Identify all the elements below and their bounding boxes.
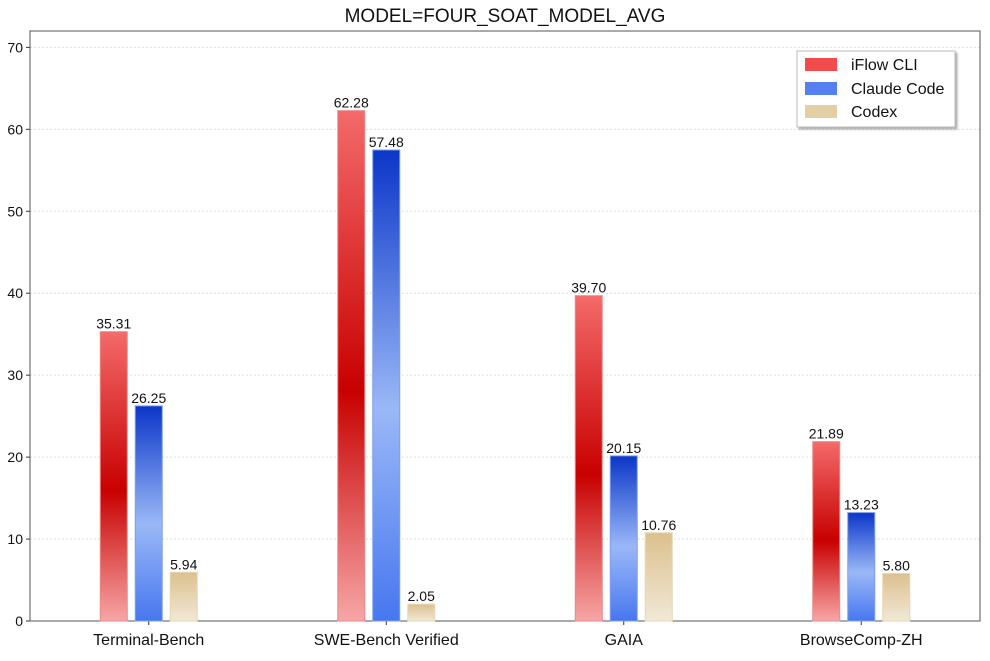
x-tick-label: Terminal-Bench xyxy=(93,632,204,649)
data-label: 5.80 xyxy=(883,557,910,573)
legend-swatch-iflow-cli xyxy=(805,58,837,71)
x-tick-label: GAIA xyxy=(605,632,644,649)
data-labels: 35.31 26.25 5.94 62.28 57.48 2.05 39.70 20.15 10… xyxy=(96,95,910,605)
axes: 0 10 20 30 40 50 60 70 Terminal-Bench SWE-Bench V… xyxy=(7,30,981,649)
data-label: 39.70 xyxy=(571,280,606,296)
x-tick-label: BrowseComp-ZH xyxy=(800,632,923,649)
y-tick-label: 60 xyxy=(7,121,23,137)
y-tick-label: 10 xyxy=(7,531,23,547)
y-tick-label: 20 xyxy=(7,449,23,465)
y-tick-label: 40 xyxy=(7,285,23,301)
bar xyxy=(407,603,436,622)
y-tick-label: 70 xyxy=(7,39,23,55)
legend: iFlow CLI Claude Code Codex xyxy=(796,50,956,128)
data-label: 57.48 xyxy=(369,134,404,150)
legend-swatch-codex xyxy=(805,105,837,118)
data-label: 21.89 xyxy=(809,426,844,442)
bar xyxy=(372,149,401,622)
plot-frame xyxy=(29,30,981,622)
data-label: 5.94 xyxy=(170,556,197,572)
data-label: 2.05 xyxy=(408,588,435,604)
bars xyxy=(99,110,911,622)
y-tick-label: 50 xyxy=(7,203,23,219)
data-label: 62.28 xyxy=(334,95,369,111)
bar xyxy=(644,532,673,622)
bar xyxy=(134,405,163,622)
bar xyxy=(99,331,128,622)
bar xyxy=(609,455,638,622)
bar xyxy=(812,441,841,622)
legend-label-codex: Codex xyxy=(851,104,897,121)
data-label: 10.76 xyxy=(641,517,676,533)
legend-swatch-claude-code xyxy=(805,82,837,95)
legend-label-iflow-cli: iFlow CLI xyxy=(851,57,918,74)
legend-label-claude-code: Claude Code xyxy=(851,81,945,98)
bar xyxy=(882,572,911,622)
bar xyxy=(169,571,198,622)
data-label: 20.15 xyxy=(606,440,641,456)
data-label: 26.25 xyxy=(131,390,166,406)
chart-title: MODEL=FOUR_SOAT_MODEL_AVG xyxy=(345,6,666,27)
y-tick-label: 30 xyxy=(7,367,23,383)
data-label: 35.31 xyxy=(96,316,131,332)
y-tick-label: 0 xyxy=(15,613,23,629)
x-tick-label: SWE-Bench Verified xyxy=(314,632,459,649)
bar xyxy=(574,295,603,622)
bar xyxy=(337,110,366,622)
data-label: 13.23 xyxy=(844,497,879,513)
bar xyxy=(847,512,876,622)
